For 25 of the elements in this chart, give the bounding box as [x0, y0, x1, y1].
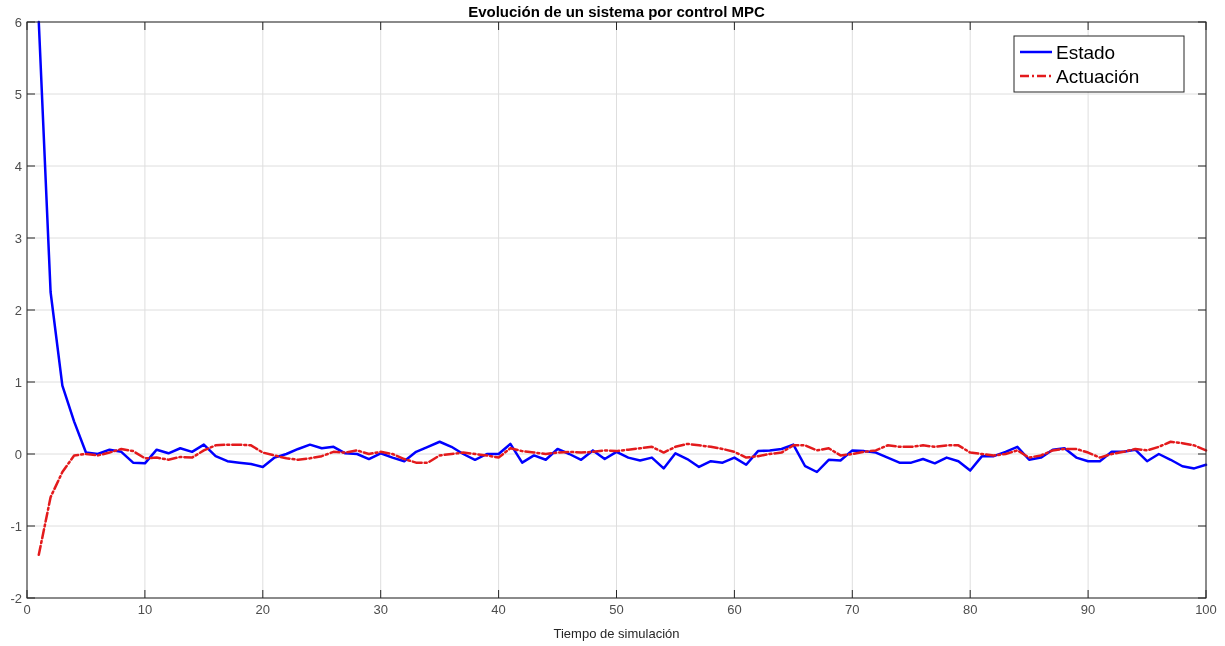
line-series	[37, 20, 1208, 474]
line-series	[37, 440, 1208, 557]
y-tick-label: -1	[10, 519, 22, 534]
y-tick-label: 5	[14, 87, 22, 102]
x-tick-label: 60	[727, 602, 742, 617]
y-tick-label: 0	[14, 447, 22, 462]
x-tick-label: 40	[491, 602, 506, 617]
x-tick-label: 70	[845, 602, 860, 617]
y-tick-label: 1	[14, 375, 22, 390]
y-tick-label: -2	[10, 591, 22, 606]
x-tick-label: 50	[609, 602, 624, 617]
y-tick-label: 2	[14, 303, 22, 318]
x-tick-label: 10	[137, 602, 153, 617]
x-tick-label: 30	[373, 602, 388, 617]
x-tick-label: 100	[1195, 602, 1217, 617]
legend-label: Estado	[1056, 42, 1116, 63]
x-tick-label: 90	[1080, 602, 1096, 617]
x-tick-label: 20	[255, 602, 271, 617]
chart-title: Evolución de un sistema por control MPC	[468, 3, 766, 20]
legend-label: Actuación	[1056, 66, 1140, 87]
y-tick-label: 3	[14, 231, 22, 246]
y-tick-label: 6	[14, 15, 22, 30]
x-tick-label: 80	[962, 602, 978, 617]
x-axis-title: Tiempo de simulación	[553, 626, 680, 641]
y-tick-label: 4	[14, 159, 22, 174]
